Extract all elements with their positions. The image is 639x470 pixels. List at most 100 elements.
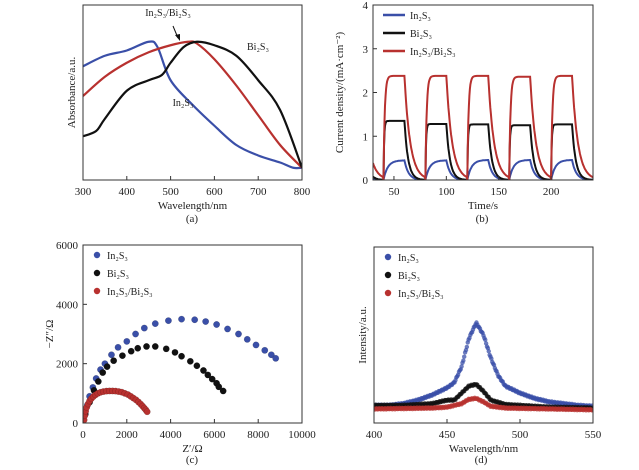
x-tick-label: 150 [490,186,507,198]
data-point-In2S3 [132,330,139,338]
data-point-In2S3 [178,315,185,323]
arrow-head-icon [175,34,180,41]
data-point-Bi2S3 [143,343,150,350]
x-axis-label: Wavelength/nm [449,443,519,455]
x-axis-label: Time/s [468,200,498,212]
panel-b: 50 100 150 200 0 1 2 3 4 Time/s Current density/(m… [334,0,594,225]
legend-marker-In2S3_Bi2S3 [93,287,101,295]
data-point-Bi2S3 [127,347,135,355]
data-point-Bi2S3 [94,378,102,385]
legend-marker-In2S3_Bi2S3 [384,289,392,297]
data-point-In2S3 [202,318,210,325]
data-point-In2S3 [486,349,491,354]
data-point-In2S3 [252,341,260,349]
x-tick-label: 800 [294,186,311,198]
y-tick-label: 2000 [56,359,79,371]
data-point-Bi2S3 [110,357,118,365]
y-tick-label: 6000 [56,240,79,252]
data-point-Bi2S3 [99,369,107,376]
data-point-In2S3 [213,321,220,328]
panel-caption: (c) [186,454,199,466]
legend-marker-Bi2S3 [384,271,392,279]
y-tick-label: 0 [363,175,369,187]
y-axis-label: Absorbance/a.u. [66,57,78,129]
data-point-In2S3 [224,325,231,333]
series-line-In2S3 [373,159,593,180]
series-line-In2S3 [83,40,302,170]
axes-frame [373,246,594,424]
axes-frame [82,4,303,181]
legend-marker-In2S3 [93,251,101,259]
y-tick-label: 1 [363,131,369,143]
x-tick-label: 2000 [116,429,139,441]
data-point-In2S3_Bi2S3 [143,408,151,416]
y-tick-label: 0 [73,418,79,430]
data-point-In2S3 [108,351,115,359]
x-tick-label: 10000 [288,429,316,441]
legend-label-In2S3: In₂S₃ [410,11,431,22]
x-tick-label: 50 [388,186,400,198]
x-tick-label: 0 [80,429,86,441]
x-axis-label: Z′/Ω [182,443,202,455]
panel-caption: (d) [475,454,488,466]
data-point-In2S3_Bi2S3 [589,408,593,413]
x-tick-label: 4000 [160,429,183,441]
data-point-In2S3 [151,320,159,328]
legend-label-Bi2S3: Bi₂S₃ [398,271,420,282]
legend-label-Bi2S3: Bi₂S₃ [107,269,129,280]
y-tick-label: 2 [363,88,369,100]
data-point-Bi2S3 [119,352,126,360]
legend-label-In2S3_Bi2S3: In₂S₃/Bi₂S₃ [107,287,153,298]
data-point-In2S3 [261,346,269,354]
plot-area [373,74,593,180]
data-point-In2S3 [191,316,199,324]
x-axis-label: Wavelength/nm [158,200,228,212]
panel-a: 300 400 500 600 700 800 Wavelength/nm Absorbanc… [66,4,311,225]
data-point-In2S3 [462,354,467,359]
data-point-Bi2S3 [208,375,216,383]
data-point-Bi2S3 [200,367,207,374]
data-point-In2S3 [235,330,242,338]
data-point-Bi2S3 [162,345,170,353]
x-tick-label: 200 [543,186,560,198]
plot-area [83,40,302,170]
x-tick-label: 300 [75,186,92,198]
data-point-Bi2S3 [103,363,111,371]
data-point-In2S3 [272,354,280,362]
legend-marker-In2S3 [384,253,392,261]
data-point-In2S3 [140,324,148,332]
data-point-In2S3 [483,337,488,342]
data-point-Bi2S3 [193,362,201,370]
x-tick-label: 8000 [247,429,270,441]
plot-area [83,315,280,423]
x-tick-label: 600 [206,186,223,198]
data-point-Bi2S3 [134,344,142,352]
data-point-In2S3 [123,338,131,345]
x-tick-label: 450 [439,429,456,441]
axes-frame [82,244,303,424]
x-tick-label: 500 [162,186,179,198]
annotation-label: Bi₂S₃ [247,42,269,53]
data-point-In2S3 [464,344,470,350]
x-tick-label: 550 [585,429,602,441]
data-point-Bi2S3 [178,352,185,360]
legend-label-In2S3_Bi2S3: In₂S₃/Bi₂S₃ [410,47,456,58]
x-tick-label: 400 [366,429,383,441]
y-tick-label: 4 [363,0,369,12]
x-tick-label: 500 [512,429,529,441]
x-tick-label: 6000 [203,429,226,441]
plot-area [374,320,593,413]
panel-caption: (a) [186,213,199,225]
data-point-In2S3 [459,364,464,369]
data-point-In2S3 [243,335,251,343]
y-axis-label: Intensity/a.u. [357,306,369,364]
y-axis-label: Current density/(mA·cm⁻²) [334,32,346,154]
x-tick-label: 400 [119,186,136,198]
legend-marker-Bi2S3 [93,269,101,277]
series-line-Bi2S3 [373,119,593,180]
data-point-In2S3 [461,358,466,363]
y-tick-label: 4000 [56,299,79,311]
data-point-In2S3 [165,317,172,325]
data-point-Bi2S3 [171,348,179,356]
